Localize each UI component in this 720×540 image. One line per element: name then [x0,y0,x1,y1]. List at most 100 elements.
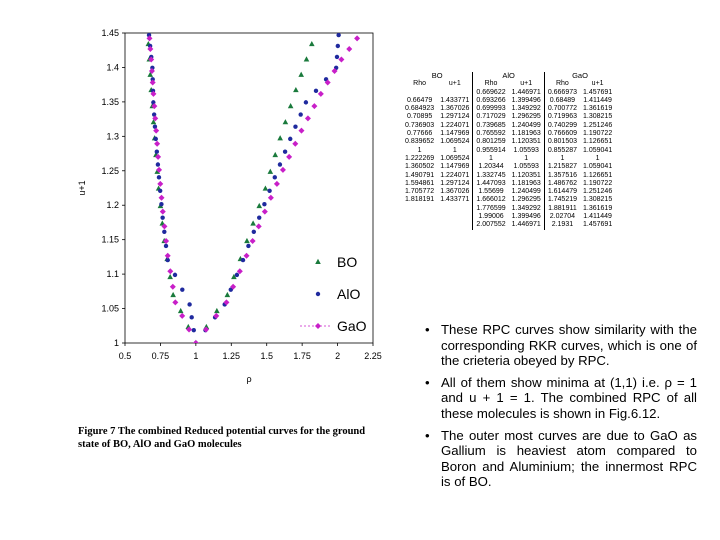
table-column-values: 0.666973 0.68489 0.700772 0.719963 0.740… [543,88,581,230]
gao-point [148,56,155,63]
gao-point [167,268,174,275]
bo-point [267,168,274,174]
bo-point [287,103,294,109]
series-bo [145,40,315,343]
table-column-values: 1.446971 1.399496 1.349292 1.296295 1.24… [511,88,541,229]
table-group-header-row: BO AlO GaO [402,71,616,81]
bo-point [214,307,220,314]
bo-point [309,40,315,47]
alo-point [246,243,251,249]
gao-point [179,312,186,319]
x-tick-label: 2.25 [364,351,382,361]
bo-point [154,168,161,174]
gao-point [146,25,152,31]
bullet-symbol: • [425,427,430,443]
alo-point [153,136,158,142]
gao-point [311,103,318,110]
gao-point [243,252,250,259]
bo-point [231,273,237,280]
series-layer [145,25,368,343]
bo-point [293,86,299,93]
y-tick-label: 1.25 [101,166,119,176]
bo-point [272,151,279,158]
bullet-text: These RPC curves show similarity with th… [441,322,697,369]
gao-point [317,90,324,97]
gao-point [150,90,157,97]
alo-point [267,188,272,193]
alo-point [154,149,160,154]
gao-point [152,115,159,122]
gao-point [279,166,286,173]
gao-point [223,299,230,306]
alo-point [240,257,246,263]
gao-point [273,180,280,187]
table-group-title: GaO [543,71,616,81]
figure-caption: Figure 7 The combined Reduced potential … [78,426,366,450]
x-tick-label: 1 [193,351,198,361]
gao-point [146,35,153,42]
alo-point [155,162,161,167]
table-column-header: u+1 [448,80,461,88]
gao-point [267,194,274,201]
y-tick-label: 1.15 [101,235,119,245]
alo-point [298,112,303,117]
alo-point [262,202,267,207]
alo-point [157,188,163,193]
alo-point [288,136,293,142]
alo-point [191,327,196,333]
gao-point [159,208,166,215]
gao-point [304,115,311,122]
gao-point [186,326,193,333]
bo-point [177,307,184,314]
bo-point [298,71,304,77]
gao-point [346,45,353,52]
alo-point [156,175,162,180]
series-clipped [145,25,368,343]
bo-point [250,220,256,226]
gao-point [230,283,237,290]
alo-point [282,149,288,154]
gao-point [255,223,262,230]
table-column-header: Rho [472,80,509,89]
gao-point [203,326,210,333]
gao-point [338,56,345,63]
alo-point [187,302,192,307]
y-tick-label: 1.1 [106,269,119,279]
bo-point [167,273,173,280]
series-gao [146,25,368,343]
gao-point [155,153,162,160]
y-tick-label: 1 [114,338,119,348]
legend-label-alo: AlO [337,286,360,302]
gao-point [148,67,155,74]
table-column-values: 0.669622 0.693266 0.699993 0.717029 0.73… [472,88,509,230]
alo-point [180,287,185,292]
table-column-header: Rho [413,80,427,88]
gao-point [213,312,220,319]
bo-point [224,291,231,298]
data-table: BO AlO GaO Rho u+1 Rho u+1 Rho u+1 0.664… [402,71,616,230]
gao-point [149,79,156,86]
gao-point [362,25,368,31]
alo-point [189,315,194,320]
bullet-text: The outer most curves are due to GaO as … [441,427,697,490]
x-tick-label: 1.25 [223,351,241,361]
y-tick-label: 1.45 [101,28,119,38]
gao-point [153,127,160,134]
bo-point [256,202,263,209]
series-alo [146,33,341,343]
gao-point [163,238,170,245]
bullet-symbol: • [425,322,430,337]
gao-point [151,103,158,110]
y-tick-label: 1.3 [106,131,119,141]
gao-point [169,283,176,290]
legend-marker-alo [315,291,321,297]
gao-point [324,79,331,86]
table-column-header: u+1 [591,80,604,88]
table-column-header-row: Rho u+1 Rho u+1 Rho u+1 [402,80,615,89]
alo-point [160,215,165,220]
table-group-title: AlO [472,71,545,81]
gao-point [161,223,168,230]
bo-point [262,185,269,191]
gao-point [156,166,163,173]
alo-point [335,43,341,49]
